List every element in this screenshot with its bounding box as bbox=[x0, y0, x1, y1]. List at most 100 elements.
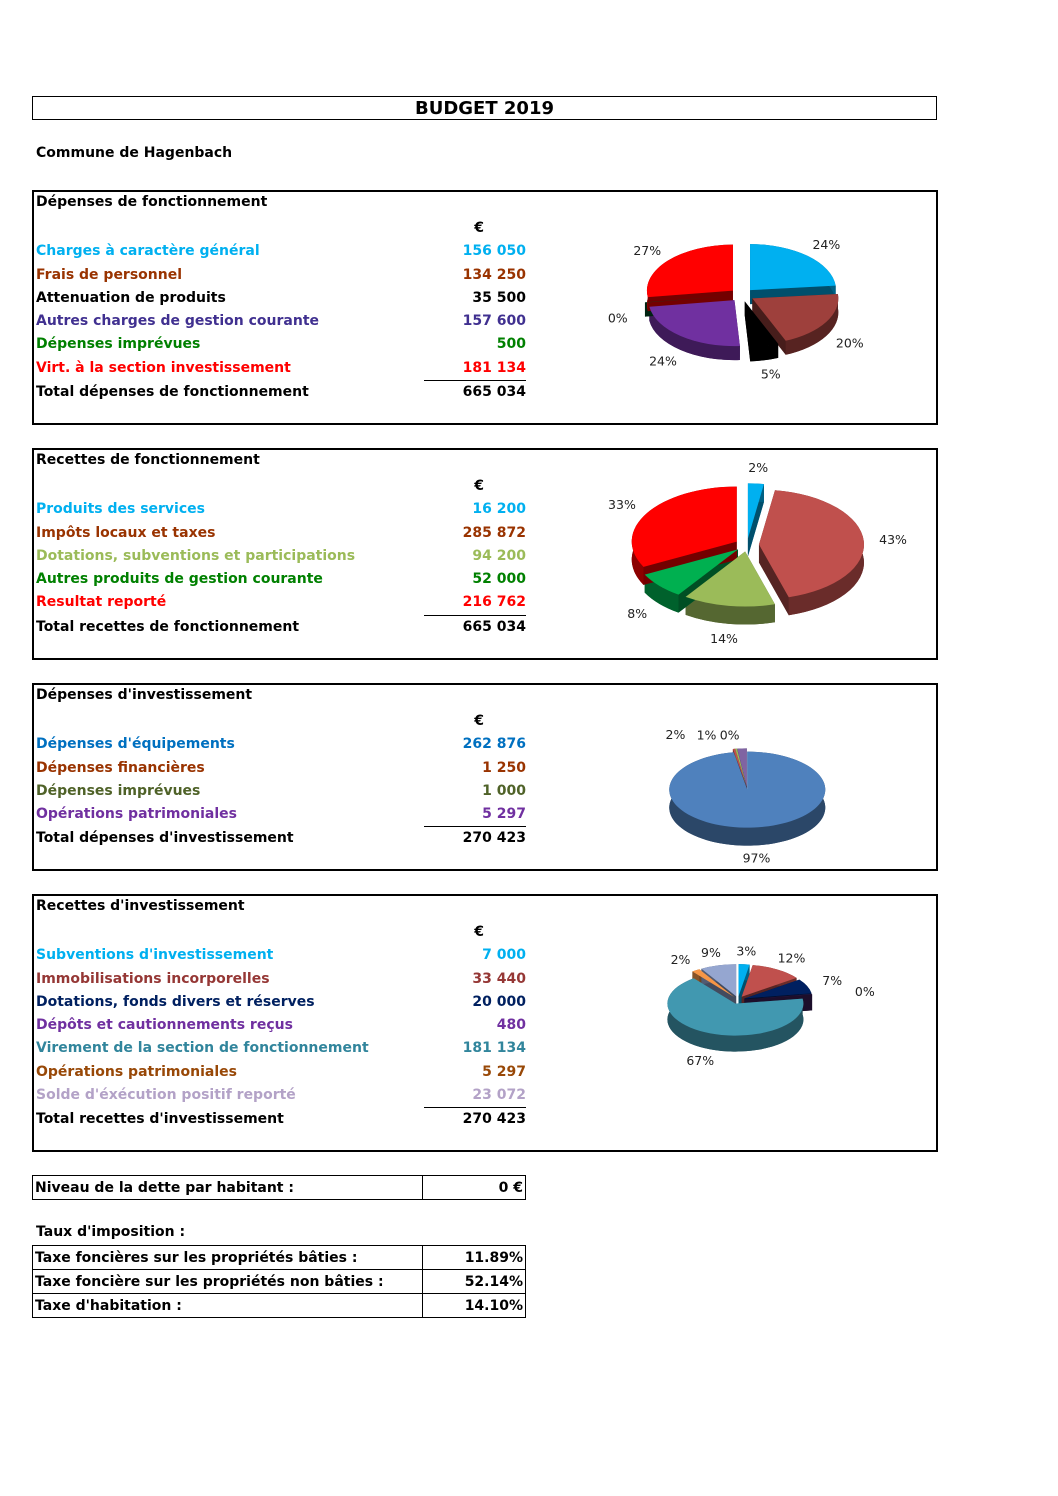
dette-value: 0 € bbox=[422, 1175, 526, 1200]
row-value: 181 134 bbox=[462, 1040, 526, 1057]
row-label: Dotations, fonds divers et réserves bbox=[36, 993, 315, 1010]
section-depenses-fonctionnement: Dépenses de fonctionnement € Charges à c… bbox=[32, 190, 938, 425]
budget-row: Opérations patrimoniales 5 297 bbox=[36, 1061, 526, 1084]
row-value: 500 bbox=[496, 336, 526, 353]
section-recettes-investissement: Recettes d'investissement € Subventions … bbox=[32, 894, 938, 1152]
dette-row: Niveau de la dette par habitant : 0 € bbox=[32, 1175, 526, 1200]
row-label: Dépenses financières bbox=[36, 759, 205, 776]
currency-row: € bbox=[36, 217, 526, 240]
row-value: 7 000 bbox=[482, 947, 526, 964]
total-value: 665 034 bbox=[462, 618, 526, 635]
currency-row: € bbox=[36, 710, 526, 733]
pie-data-label: 0% bbox=[855, 984, 875, 999]
taux-row: Taxe foncières sur les propriétés bâties… bbox=[32, 1245, 526, 1270]
row-value: 23 072 bbox=[472, 1087, 526, 1104]
total-label: Total recettes de fonctionnement bbox=[36, 618, 300, 635]
pie-slice bbox=[649, 300, 740, 347]
row-value: 285 872 bbox=[462, 524, 526, 541]
pie-chart: 97% 0%1% 2% bbox=[666, 727, 826, 866]
row-value: 20 000 bbox=[472, 993, 526, 1010]
row-label: Frais de personnel bbox=[36, 266, 183, 283]
pie-slice-wall bbox=[649, 306, 740, 361]
pie-data-label: 14% bbox=[710, 631, 738, 646]
currency-row: € bbox=[36, 475, 526, 498]
pie-slice-wall bbox=[785, 293, 839, 355]
budget-row: Subventions d'investissement 7 000 bbox=[36, 944, 526, 967]
total-row: Total recettes de fonctionnement 665 034 bbox=[36, 614, 526, 639]
pie-slice bbox=[644, 295, 731, 303]
taux-value: 14.10% bbox=[422, 1293, 526, 1318]
pie-slice bbox=[752, 293, 839, 341]
pie-data-label: 33% bbox=[608, 497, 636, 512]
section-rows: € Subventions d'investissement 7 000 Imm… bbox=[36, 921, 526, 1132]
pie-slice bbox=[750, 244, 836, 291]
pie-data-label: 24% bbox=[812, 237, 840, 252]
dette-table: Niveau de la dette par habitant : 0 € bbox=[32, 1175, 526, 1200]
row-value: 35 500 bbox=[472, 289, 526, 306]
currency-label: € bbox=[474, 713, 484, 729]
pie-slice-wall bbox=[685, 596, 775, 625]
pie-data-label: 8% bbox=[627, 606, 647, 621]
taux-value: 52.14% bbox=[422, 1269, 526, 1294]
pie-slice bbox=[758, 490, 864, 598]
budget-row: Dotations, fonds divers et réserves 20 0… bbox=[36, 991, 526, 1014]
section-heading: Dépenses de fonctionnement bbox=[36, 194, 268, 210]
row-label: Opérations patrimoniales bbox=[36, 1063, 237, 1080]
row-value: 156 050 bbox=[462, 243, 526, 260]
dette-label: Niveau de la dette par habitant : bbox=[32, 1175, 423, 1200]
pie-slice-side bbox=[752, 298, 786, 355]
budget-row: Resultat reporté 216 762 bbox=[36, 591, 526, 614]
pie-slice bbox=[744, 301, 779, 348]
pie-slice bbox=[644, 549, 739, 595]
row-value: 181 134 bbox=[462, 359, 526, 376]
budget-row: Autres produits de gestion courante 52 0… bbox=[36, 568, 526, 591]
row-label: Autres charges de gestion courante bbox=[36, 313, 320, 330]
pie-data-label: 2% bbox=[671, 952, 691, 967]
pie-data-label: 2% bbox=[666, 727, 686, 742]
row-value: 5 297 bbox=[482, 806, 526, 823]
total-label: Total dépenses de fonctionnement bbox=[36, 384, 309, 401]
pie-slice bbox=[744, 994, 813, 1000]
taux-row: Taxe d'habitation :14.10% bbox=[32, 1293, 526, 1318]
pie-data-label: 43% bbox=[879, 532, 907, 547]
pie-slice-wall bbox=[644, 574, 679, 613]
row-label: Immobilisations incorporelles bbox=[36, 970, 270, 987]
pie-slice bbox=[732, 748, 747, 787]
budget-row: Dépôts et cautionnements reçus 480 bbox=[36, 1014, 526, 1037]
budget-row: Immobilisations incorporelles 33 440 bbox=[36, 968, 526, 991]
row-value: 16 200 bbox=[472, 501, 526, 518]
pie-slice-side bbox=[747, 484, 764, 557]
taux-label: Taxe foncière sur les propriétés non bât… bbox=[32, 1269, 423, 1294]
pie-data-label: 67% bbox=[686, 1053, 714, 1068]
section-depenses-investissement: Dépenses d'investissement € Dépenses d'é… bbox=[32, 683, 938, 871]
total-value: 665 034 bbox=[462, 384, 526, 401]
total-label: Total dépenses d'investissement bbox=[36, 830, 294, 847]
page-title: BUDGET 2019 bbox=[32, 96, 937, 120]
section-heading: Recettes de fonctionnement bbox=[36, 452, 260, 468]
budget-row: Dotations, subventions et participations… bbox=[36, 545, 526, 568]
total-label: Total recettes d'investissement bbox=[36, 1111, 284, 1128]
pie-slice bbox=[692, 969, 735, 997]
pie-slice bbox=[741, 965, 797, 997]
pie-slice bbox=[701, 964, 737, 997]
pie-slice bbox=[747, 483, 764, 539]
pie-data-label: 20% bbox=[836, 335, 864, 350]
budget-row: Dépenses d'équipements 262 876 bbox=[36, 733, 526, 756]
pie-data-label: 3% bbox=[736, 944, 756, 959]
budget-row: Charges à caractère général 156 050 bbox=[36, 240, 526, 263]
section-heading: Dépenses d'investissement bbox=[36, 687, 253, 703]
row-value: 1 250 bbox=[482, 759, 526, 776]
total-row: Total dépenses de fonctionnement 665 034 bbox=[36, 380, 526, 404]
pie-data-label: 97% bbox=[743, 851, 771, 866]
row-value: 157 600 bbox=[462, 313, 526, 330]
budget-row: Solde d'éxécution positif reporté 23 072 bbox=[36, 1084, 526, 1107]
taux-value: 11.89% bbox=[422, 1245, 526, 1270]
pie-slice bbox=[669, 751, 826, 828]
section-rows: € Produits des services 16 200 Impôts lo… bbox=[36, 475, 526, 639]
row-label: Dépenses imprévues bbox=[36, 336, 201, 353]
pie-slice-side bbox=[744, 301, 751, 362]
section-heading: Recettes d'investissement bbox=[36, 898, 245, 914]
budget-row: Dépenses financières 1 250 bbox=[36, 757, 526, 780]
taux-table: Taxe foncières sur les propriétés bâties… bbox=[32, 1245, 526, 1318]
budget-row: Dépenses imprévues 1 000 bbox=[36, 780, 526, 803]
